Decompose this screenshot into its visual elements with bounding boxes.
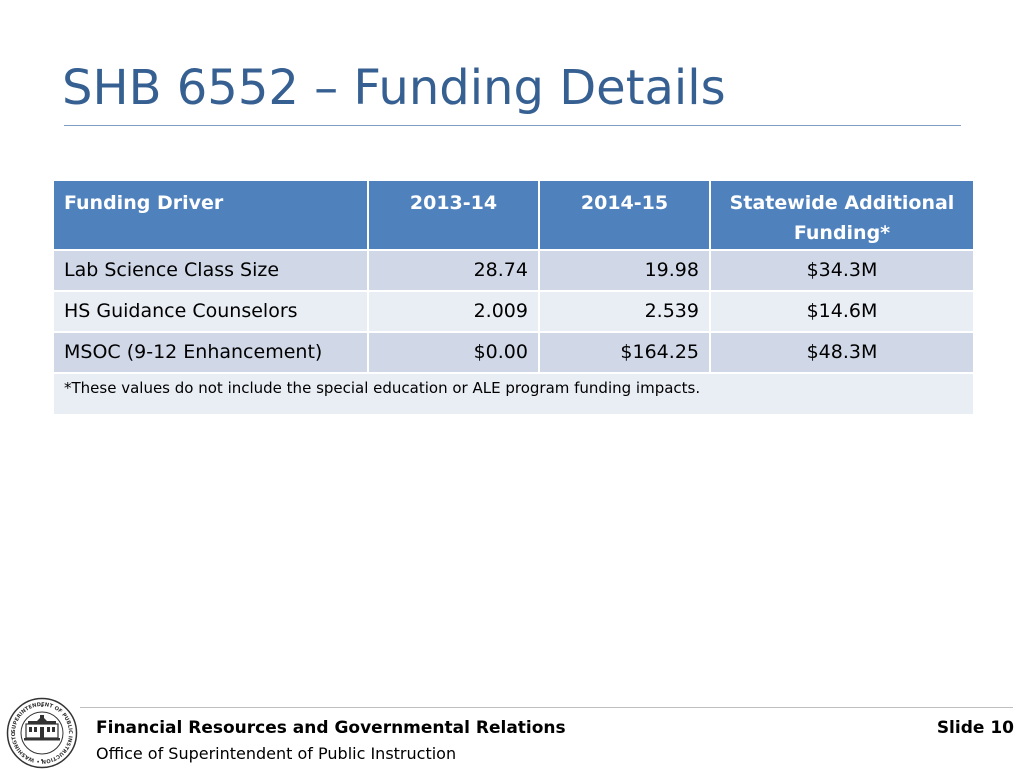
slide-number: Slide 10: [936, 718, 1014, 738]
cell-statewide-funding: $14.6M: [709, 290, 975, 333]
cell-2013-14: 2.009: [367, 290, 540, 333]
cell-2014-15: 2.539: [538, 290, 711, 333]
header-funding-driver: Funding Driver: [52, 179, 369, 251]
cell-statewide-funding: $34.3M: [709, 249, 975, 292]
footer-office: Office of Superintendent of Public Instr…: [96, 744, 457, 763]
table-row: MSOC (9-12 Enhancement) $0.00 $164.25 $4…: [52, 331, 975, 374]
cell-2013-14: 28.74: [367, 249, 540, 292]
cell-funding-driver: MSOC (9-12 Enhancement): [52, 331, 369, 374]
table-header-row: Funding Driver 2013-14 2014-15 Statewide…: [52, 179, 975, 251]
state-seal-icon: SUPERINTENDENT OF PUBLIC INSTRUCTION • W…: [6, 697, 78, 769]
footer-organization: Financial Resources and Governmental Rel…: [96, 718, 566, 738]
cell-2014-15: $164.25: [538, 331, 711, 374]
slide-title: SHB 6552 – Funding Details: [62, 60, 726, 116]
table-row: HS Guidance Counselors 2.009 2.539 $14.6…: [52, 290, 975, 333]
cell-2014-15: 19.98: [538, 249, 711, 292]
title-divider: [64, 125, 961, 126]
table-row: Lab Science Class Size 28.74 19.98 $34.3…: [52, 249, 975, 292]
table-footnote: *These values do not include the special…: [52, 372, 975, 416]
cell-funding-driver: Lab Science Class Size: [52, 249, 369, 292]
header-statewide-additional-funding: Statewide Additional Funding*: [709, 179, 975, 251]
cell-statewide-funding: $48.3M: [709, 331, 975, 374]
header-2013-14: 2013-14: [367, 179, 540, 251]
header-2014-15: 2014-15: [538, 179, 711, 251]
cell-funding-driver: HS Guidance Counselors: [52, 290, 369, 333]
table-footnote-row: *These values do not include the special…: [52, 372, 975, 416]
cell-2013-14: $0.00: [367, 331, 540, 374]
footer-divider: [80, 707, 1013, 708]
funding-table: Funding Driver 2013-14 2014-15 Statewide…: [52, 179, 975, 416]
